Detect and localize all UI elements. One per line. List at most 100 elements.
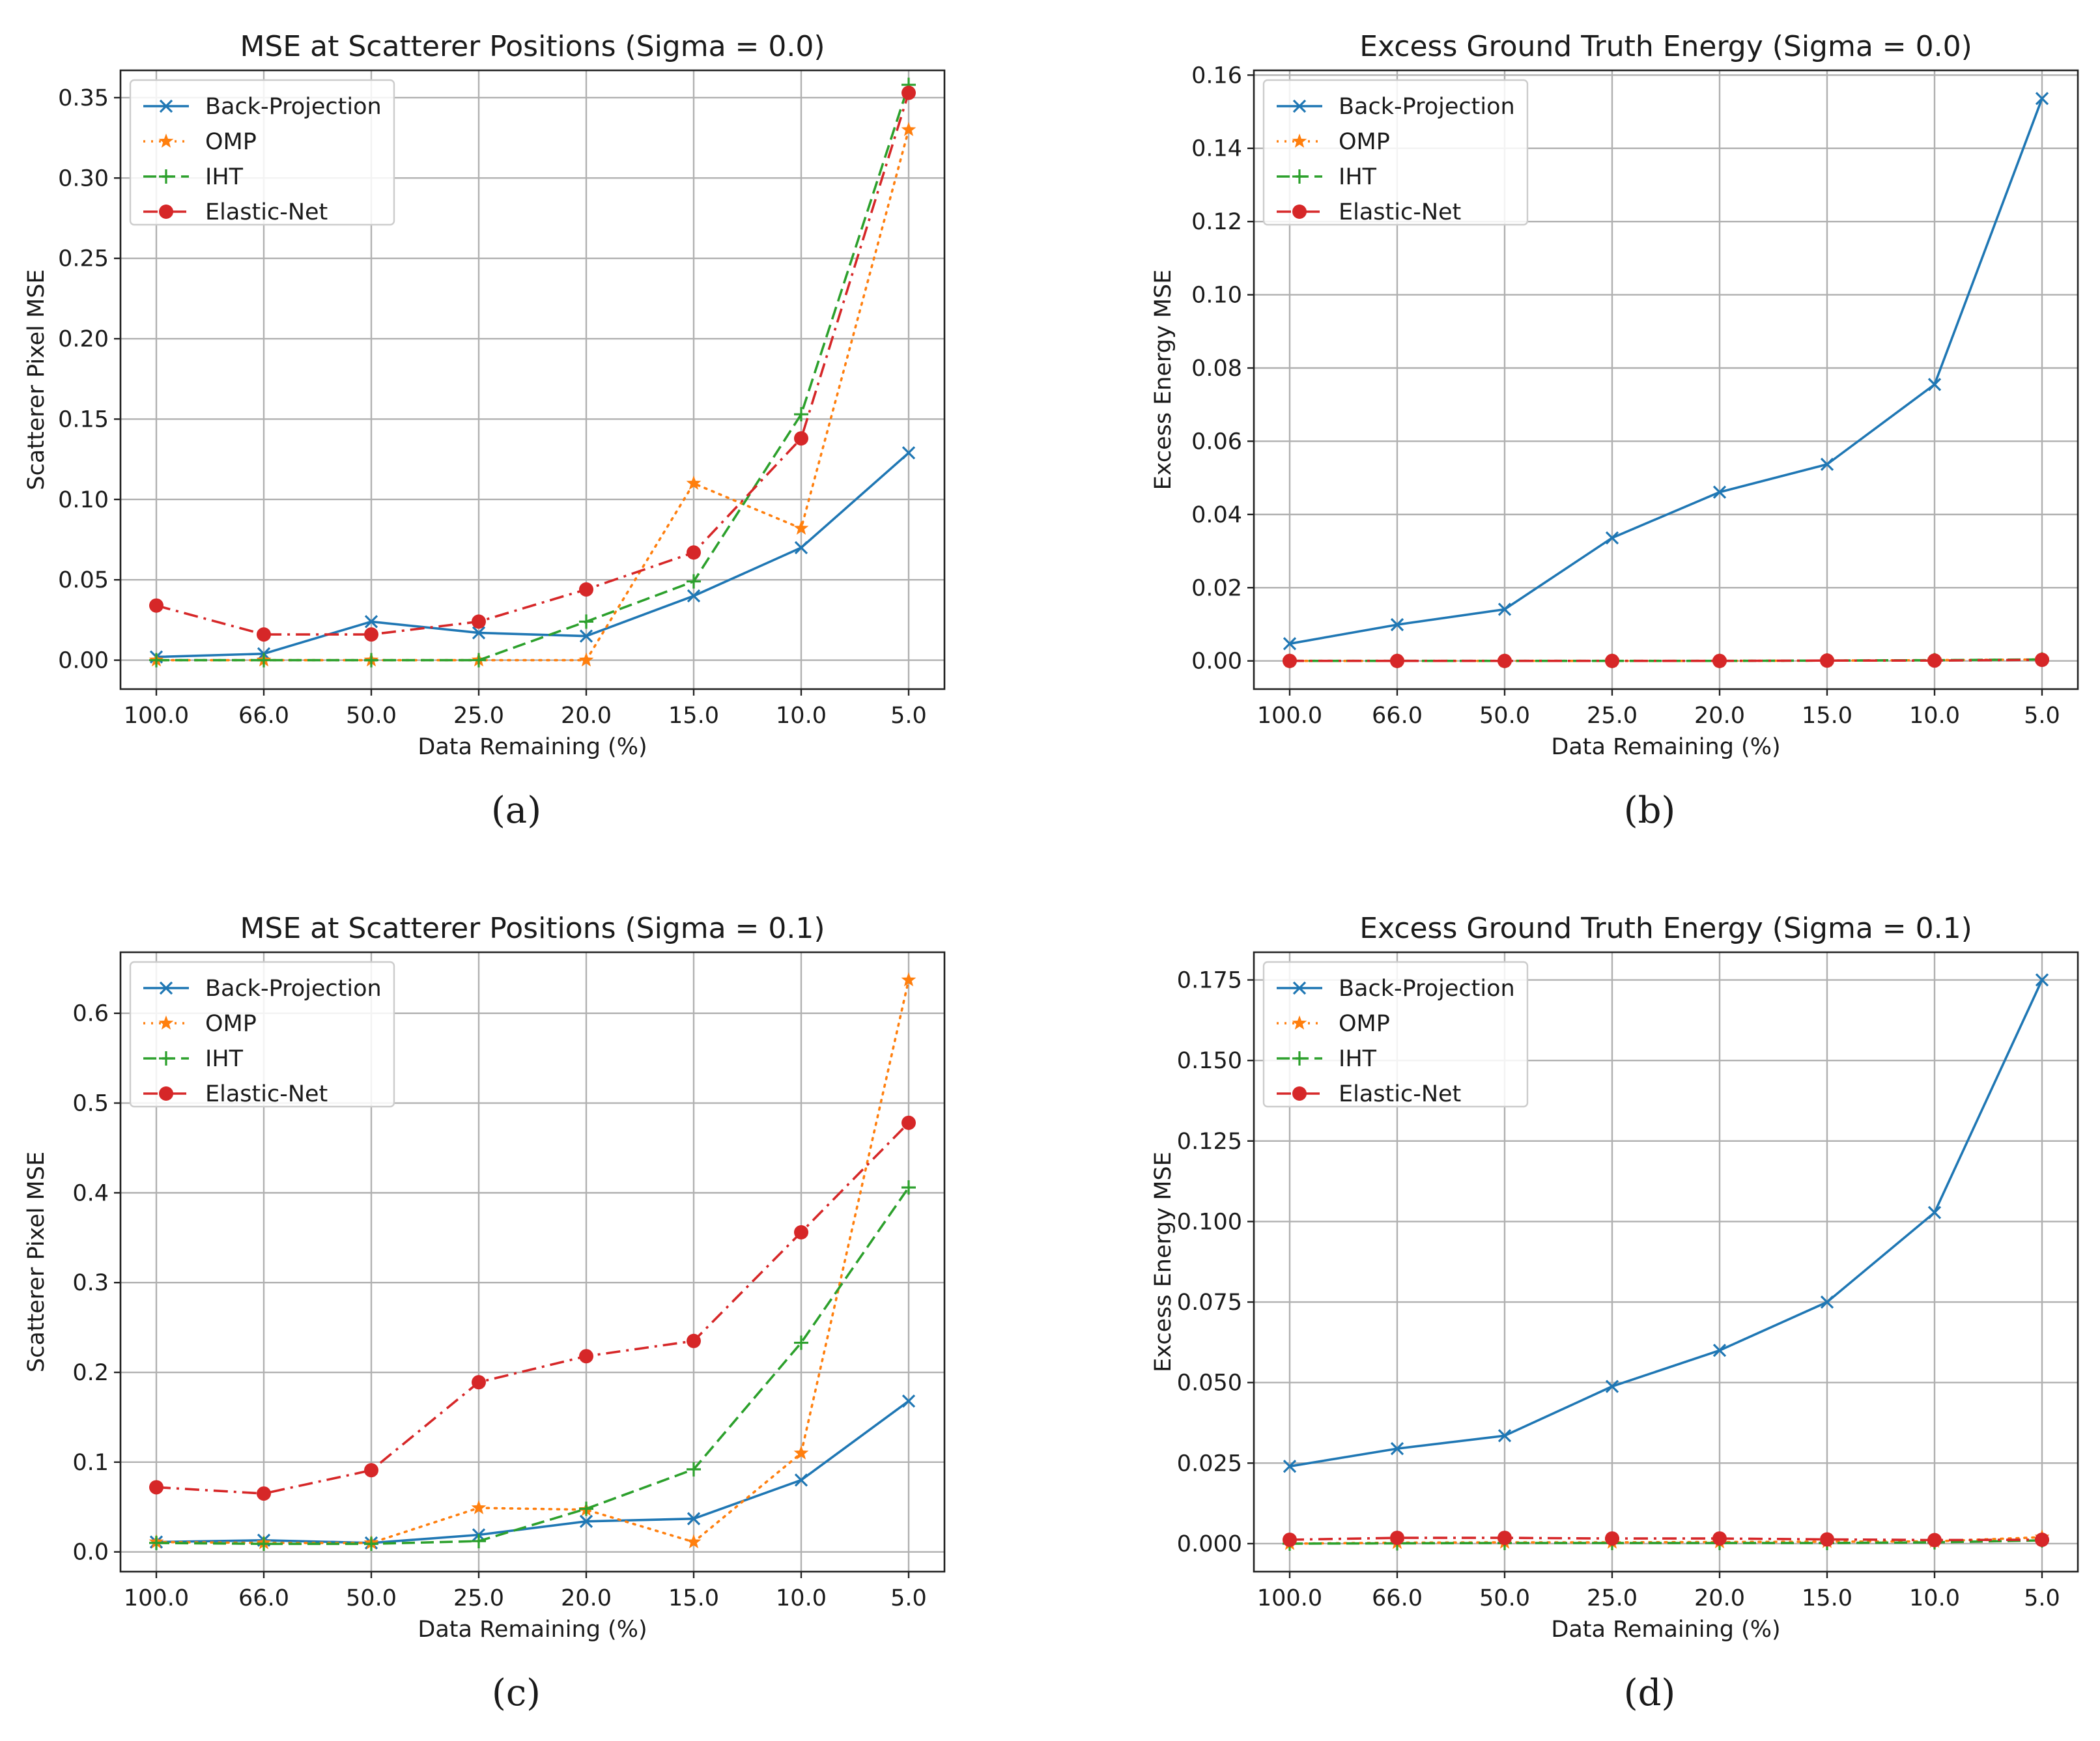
- legend-label: Back-Projection: [1339, 976, 1515, 1002]
- y-tick-label: 0.4: [72, 1180, 109, 1206]
- y-tick-label: 0.14: [1191, 136, 1242, 162]
- y-tick-label: 0.125: [1177, 1129, 1242, 1155]
- series-line: [156, 1122, 910, 1495]
- y-tick-label: 0.05: [58, 567, 109, 593]
- y-tick-label: 0.1: [72, 1450, 109, 1476]
- marker-plus: [1292, 1051, 1307, 1066]
- marker-star: [793, 1445, 809, 1460]
- marker-x: [1283, 637, 1297, 651]
- marker-x: [159, 981, 173, 995]
- series-line: [156, 451, 910, 658]
- marker-star: [686, 475, 702, 490]
- axes-frame: [119, 69, 946, 690]
- series-back-projection: [1283, 92, 2049, 651]
- marker-star: [901, 122, 916, 136]
- marker-plus: [901, 1180, 916, 1195]
- x-tick-label: 20.0: [561, 703, 612, 729]
- marker-plus: [1292, 169, 1307, 184]
- y-tick-label: 0.3: [72, 1270, 109, 1296]
- y-tick-label: 0.000: [1177, 1531, 1242, 1557]
- panel-3: 100.0 66.0 50.0 25.0 20.0 15.0 10.0 5.0 0.0 0.1 0.…: [23, 912, 946, 1714]
- legend-label: Back-Projection: [205, 976, 382, 1002]
- marker-circle: [2035, 653, 2049, 668]
- marker-star: [158, 1015, 174, 1030]
- legend-box: [129, 961, 395, 1108]
- marker-x: [1712, 485, 1727, 499]
- x-tick-label: 100.0: [124, 703, 189, 729]
- x-tick-label: 10.0: [776, 1585, 827, 1611]
- marker-x: [1820, 457, 1834, 471]
- marker-x: [1497, 1429, 1512, 1443]
- x-tick-label: 5.0: [890, 703, 927, 729]
- series-line: [156, 1400, 910, 1544]
- x-tick-label: 50.0: [346, 1585, 397, 1611]
- legend-label: OMP: [1339, 129, 1390, 155]
- marker-x: [1497, 602, 1512, 616]
- legend-label: OMP: [205, 1011, 257, 1037]
- panel-caption: (d): [1624, 1672, 1676, 1714]
- marker-x: [1390, 1441, 1404, 1456]
- y-axis-label: Excess Energy MSE: [1150, 1152, 1176, 1372]
- x-tick-label: 5.0: [2024, 1585, 2060, 1611]
- marker-star: [686, 1534, 702, 1549]
- marker-plus: [472, 1534, 486, 1549]
- marker-circle: [472, 614, 486, 629]
- marker-circle: [1927, 1533, 1942, 1548]
- series-back-projection: [1283, 973, 2049, 1473]
- marker-x: [364, 615, 378, 629]
- y-tick-label: 0.08: [1191, 356, 1242, 382]
- marker-circle: [1820, 1532, 1834, 1547]
- marker-x: [579, 1514, 593, 1528]
- marker-x: [687, 1512, 701, 1525]
- marker-plus: [159, 169, 173, 184]
- x-tick-label: 15.0: [668, 1585, 719, 1611]
- series-line: [156, 84, 910, 662]
- legend-label: Elastic-Net: [1339, 1081, 1461, 1107]
- legend-label: OMP: [1339, 1011, 1390, 1037]
- x-tick-label: 66.0: [1372, 1585, 1423, 1611]
- series-iht: [149, 78, 916, 668]
- marker-circle: [1283, 653, 1297, 668]
- marker-circle: [149, 598, 163, 613]
- marker-circle: [2035, 1533, 2049, 1548]
- x-axis-label: Data Remaining (%): [1551, 734, 1780, 760]
- x-tick-label: 25.0: [453, 1585, 504, 1611]
- y-tick-label: 0.30: [58, 165, 109, 191]
- marker-circle: [687, 1333, 701, 1348]
- panel-title: Excess Ground Truth Energy (Sigma = 0.1): [1359, 912, 1972, 945]
- x-tick-label: 100.0: [124, 1585, 189, 1611]
- y-axis-label: Scatterer Pixel MSE: [23, 269, 50, 490]
- marker-plus: [257, 1536, 271, 1551]
- marker-plus: [149, 1535, 163, 1550]
- series-elastic-net: [1283, 1531, 2049, 1548]
- marker-x: [687, 589, 701, 603]
- marker-x: [794, 1473, 808, 1487]
- y-tick-label: 0.050: [1177, 1370, 1242, 1396]
- x-tick-label: 10.0: [776, 703, 827, 729]
- x-tick-label: 20.0: [561, 1585, 612, 1611]
- y-tick-label: 0.0: [72, 1540, 109, 1566]
- y-tick-label: 0.150: [1177, 1048, 1242, 1074]
- x-tick-label: 10.0: [1909, 1585, 1960, 1611]
- legend-label: IHT: [1339, 1046, 1377, 1072]
- marker-plus: [257, 653, 271, 668]
- marker-star: [1292, 134, 1307, 148]
- y-tick-label: 0.00: [58, 648, 109, 674]
- marker-x: [901, 1394, 916, 1408]
- marker-x: [472, 626, 486, 640]
- x-tick-label: 20.0: [1694, 703, 1745, 729]
- y-tick-label: 0.100: [1177, 1209, 1242, 1235]
- y-tick-label: 0.15: [58, 406, 109, 432]
- marker-star: [471, 1500, 487, 1514]
- marker-x: [1820, 1295, 1834, 1309]
- marker-x: [901, 446, 916, 460]
- marker-x: [1292, 99, 1307, 113]
- legend-box: [129, 79, 395, 226]
- x-tick-label: 5.0: [890, 1585, 927, 1611]
- x-tick-label: 5.0: [2024, 703, 2060, 729]
- y-tick-label: 0.075: [1177, 1290, 1242, 1316]
- y-tick-label: 0.25: [58, 246, 109, 272]
- x-tick-label: 50.0: [1479, 1585, 1530, 1611]
- legend-label: IHT: [205, 1046, 244, 1072]
- marker-star: [793, 520, 809, 535]
